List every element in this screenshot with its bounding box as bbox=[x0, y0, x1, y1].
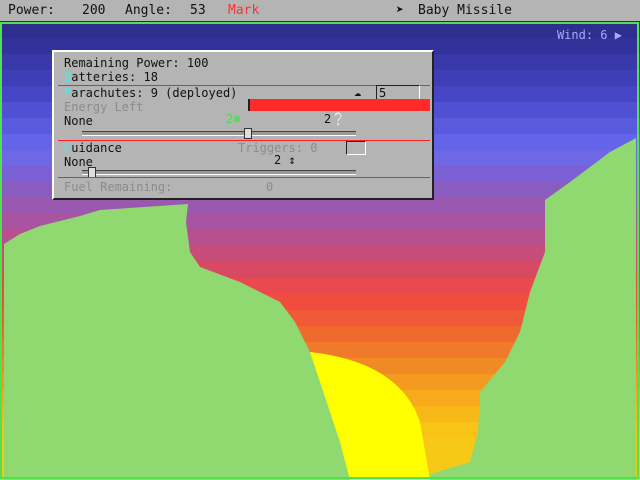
guidance-slider[interactable] bbox=[82, 167, 356, 178]
energy-label: Energy Left bbox=[64, 100, 144, 114]
player-name: Mark bbox=[228, 3, 260, 18]
guidance-name: None bbox=[64, 155, 93, 169]
divider bbox=[58, 85, 430, 86]
status-bar: Power: 200 Angle: 53 Mark ➤ Baby Missile bbox=[0, 0, 640, 23]
wind-label: Wind: 6 bbox=[556, 28, 608, 42]
shield-slider[interactable] bbox=[82, 128, 356, 139]
shield-name: None bbox=[64, 114, 93, 128]
shield-icon: ❔ bbox=[331, 112, 347, 126]
guidance-item[interactable]: Guidance bbox=[64, 141, 122, 155]
energy-bar bbox=[248, 99, 430, 111]
wind-arrow-icon: ▶ bbox=[614, 28, 622, 42]
remaining-power: Remaining Power: 100 bbox=[64, 56, 209, 70]
angle-label: Angle: bbox=[125, 3, 172, 18]
guidance-count: 2 ↕ bbox=[274, 153, 296, 167]
divider bbox=[58, 140, 430, 141]
weapon-name[interactable]: Baby Missile bbox=[418, 3, 512, 18]
power-label: Power: bbox=[8, 3, 55, 18]
fuel-value: 0 bbox=[266, 180, 274, 194]
power-value: 200 bbox=[82, 3, 106, 18]
angle-value: 53 bbox=[190, 3, 206, 18]
slider-thumb[interactable] bbox=[244, 128, 252, 139]
batteries-item[interactable]: Batteries: 18 bbox=[64, 70, 158, 84]
shield-up-icon: ⊛ bbox=[233, 112, 241, 126]
parachute-threshold-input[interactable]: 5 bbox=[376, 85, 420, 100]
terrain-left bbox=[4, 204, 350, 480]
wind-indicator: Wind: 6 ▶ bbox=[557, 28, 622, 42]
shield-selector[interactable]: 2⊛ bbox=[226, 112, 241, 126]
terrain-right bbox=[430, 138, 636, 480]
sky-band bbox=[0, 22, 640, 39]
missile-icon: ➤ bbox=[396, 3, 404, 18]
inventory-panel: Remaining Power: 100 Batteries: 18 Parac… bbox=[52, 50, 434, 200]
shield-count: 2❔ bbox=[324, 112, 347, 126]
up-down-arrow-icon: ↕ bbox=[288, 153, 296, 167]
fuel-label: Fuel Remaining: bbox=[64, 180, 173, 194]
parachutes-item[interactable]: Parachutes: 9 (deployed) bbox=[64, 86, 238, 100]
divider bbox=[58, 177, 430, 178]
triggers-checkbox[interactable] bbox=[346, 141, 366, 155]
parachute-icon: ☁ bbox=[354, 85, 362, 99]
triggers-label: Triggers: 0 bbox=[238, 141, 318, 155]
